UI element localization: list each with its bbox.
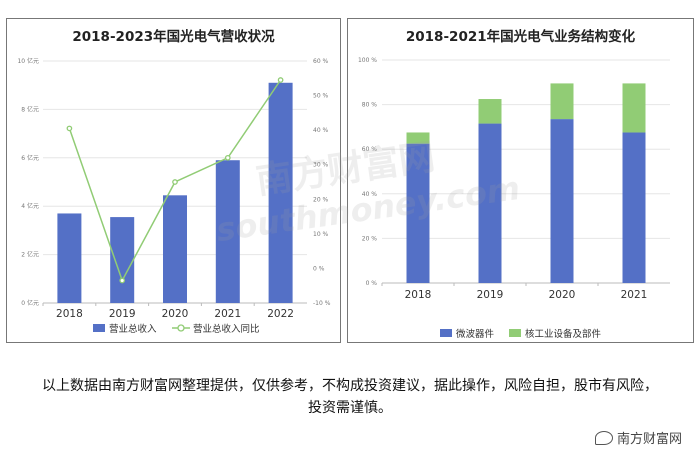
x-tick-label: 2020 <box>162 308 189 320</box>
y-right-tick-label: 20 % <box>313 196 329 203</box>
y-right-tick-label: 0 % <box>313 265 325 272</box>
legend-nuclear-label: 核工业设备及部件 <box>525 328 602 340</box>
revenue-bar <box>110 217 135 303</box>
legend-yoy-swatch-marker <box>177 324 185 332</box>
yoy-growth-point <box>172 179 178 185</box>
nuclear-equipment-bar <box>550 83 574 120</box>
revenue-bar <box>57 213 82 303</box>
y-left-tick-label: 10 亿元 <box>17 57 39 65</box>
revenue-bar <box>268 82 293 303</box>
microwave-device-bar <box>478 123 502 284</box>
business-structure-chart-title: 2018-2021年国光电气业务结构变化 <box>405 29 636 45</box>
y-tick-label: 40 % <box>362 191 378 198</box>
y-left-tick-label: 6 亿元 <box>21 154 39 162</box>
legend-microwave-swatch <box>440 329 452 337</box>
revenue-bar <box>163 195 187 303</box>
nuclear-equipment-bar <box>622 83 646 133</box>
y-tick-label: 20 % <box>362 235 378 242</box>
y-right-tick-label: -10 % <box>313 300 331 307</box>
y-left-tick-label: 4 亿元 <box>21 202 39 210</box>
legend-microwave-label: 微波器件 <box>456 328 495 340</box>
x-tick-label: 2021 <box>214 308 241 320</box>
x-tick-label: 2018 <box>405 289 432 301</box>
x-tick-label: 2022 <box>267 308 294 320</box>
microwave-device-bar <box>550 119 574 283</box>
x-tick-label: 2019 <box>477 289 504 301</box>
business-structure-chart-panel: 2018-2021年国光电气业务结构变化 0 % 20 % 40 % 60 % 80 %… <box>347 18 694 343</box>
y-left-tick-label: 2 亿元 <box>21 251 39 259</box>
revenue-bar <box>215 160 240 303</box>
revenue-chart-panel: 2018-2023年国光电气营收状况 0 亿元 2 亿元 4 亿元 6 亿元 8 亿元 1… <box>6 18 341 343</box>
yoy-growth-point <box>66 125 73 132</box>
y-left-tick-label: 8 亿元 <box>21 105 39 113</box>
y-right-tick-label: 60 % <box>313 58 329 65</box>
y-tick-label: 80 % <box>362 102 378 109</box>
legend-revenue-swatch <box>93 324 105 332</box>
yoy-growth-point <box>224 154 231 161</box>
x-tick-label: 2019 <box>109 308 136 320</box>
nuclear-equipment-bar <box>478 99 502 124</box>
x-tick-label: 2020 <box>549 289 576 301</box>
nuclear-equipment-bar <box>406 132 430 144</box>
legend-revenue-label: 营业总收入 <box>109 323 157 335</box>
y-tick-label: 60 % <box>362 146 378 153</box>
business-structure-chart-svg: 0 % 20 % 40 % 60 % 80 % 100 % 2018 2019 2020 2021… <box>358 57 670 340</box>
brand-name: 南方财富网 <box>616 432 682 447</box>
disclaimer-text: 以上数据由南方财富网整理提供，仅供参考，不构成投资建议，据此操作，风险自担，股市… <box>42 378 658 416</box>
microwave-device-bar <box>406 143 430 283</box>
y-right-tick-label: 10 % <box>313 231 329 238</box>
wechat-icon <box>594 430 613 445</box>
y-tick-label: 0 % <box>366 280 378 287</box>
revenue-chart-title: 2018-2023年国光电气营收状况 <box>72 29 275 45</box>
yoy-growth-point <box>119 277 126 284</box>
y-right-tick-label: 40 % <box>313 127 329 134</box>
y-right-tick-label: 30 % <box>313 162 329 169</box>
yoy-growth-point <box>277 77 284 83</box>
microwave-device-bar <box>622 132 646 283</box>
revenue-chart-svg: 0 亿元 2 亿元 4 亿元 6 亿元 8 亿元 10 亿元 -10 % 0 % 10 % 20 … <box>17 57 331 335</box>
x-tick-label: 2021 <box>621 289 648 301</box>
x-tick-label: 2018 <box>56 308 83 320</box>
legend-yoy-label: 营业总收入同比 <box>193 323 260 335</box>
brand-badge: 南方财富网 <box>594 428 682 447</box>
y-right-tick-label: 50 % <box>313 93 329 100</box>
y-left-tick-label: 0 亿元 <box>21 299 39 307</box>
y-tick-label: 100 % <box>358 57 377 64</box>
legend-nuclear-swatch <box>509 329 521 337</box>
